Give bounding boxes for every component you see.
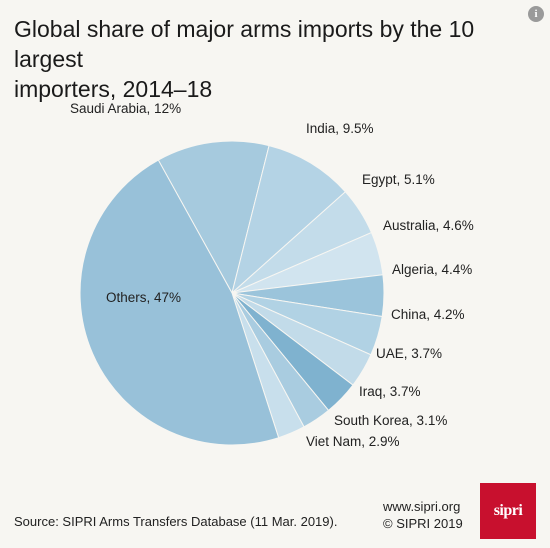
slice-label-egypt: Egypt, 5.1% — [362, 172, 435, 187]
slice-label-algeria: Algeria, 4.4% — [392, 262, 472, 277]
slice-label-china: China, 4.2% — [391, 307, 465, 322]
logo-text: sipri — [493, 502, 523, 519]
pie-slice-india — [231, 144, 347, 295]
slice-label-iraq: Iraq, 3.7% — [359, 384, 421, 399]
website-link[interactable]: www.sipri.org — [383, 499, 461, 514]
slice-label-south-korea: South Korea, 3.1% — [334, 413, 447, 428]
sipri-logo: sipri — [480, 483, 536, 539]
slice-label-saudi-arabia: Saudi Arabia, 12% — [70, 101, 181, 116]
slice-label-others: Others, 47% — [106, 290, 181, 305]
source-note: Source: SIPRI Arms Transfers Database (1… — [14, 514, 338, 529]
pie-slice-others — [79, 159, 280, 446]
slice-label-uae: UAE, 3.7% — [376, 346, 442, 361]
chart-title-line-2: importers, 2014–18 — [14, 76, 213, 102]
copyright-text: © SIPRI 2019 — [383, 516, 463, 531]
slice-label-india: India, 9.5% — [306, 121, 374, 136]
slice-label-viet-nam: Viet Nam, 2.9% — [306, 434, 400, 449]
slice-label-australia: Australia, 4.6% — [383, 218, 474, 233]
chart-title-line-1: Global share of major arms imports by th… — [14, 16, 475, 72]
info-icon[interactable]: i — [528, 6, 544, 22]
chart-title: Global share of major arms imports by th… — [14, 14, 514, 104]
